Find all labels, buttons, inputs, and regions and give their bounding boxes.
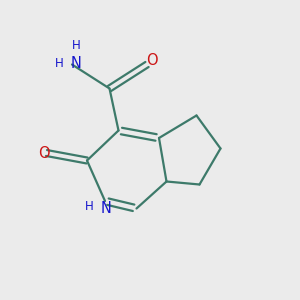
Text: H: H bbox=[72, 39, 81, 52]
Text: H: H bbox=[85, 200, 94, 213]
Text: O: O bbox=[147, 53, 158, 68]
Text: O: O bbox=[38, 146, 49, 160]
Text: N: N bbox=[101, 201, 112, 216]
Text: H: H bbox=[55, 56, 64, 70]
Text: N: N bbox=[71, 56, 82, 70]
